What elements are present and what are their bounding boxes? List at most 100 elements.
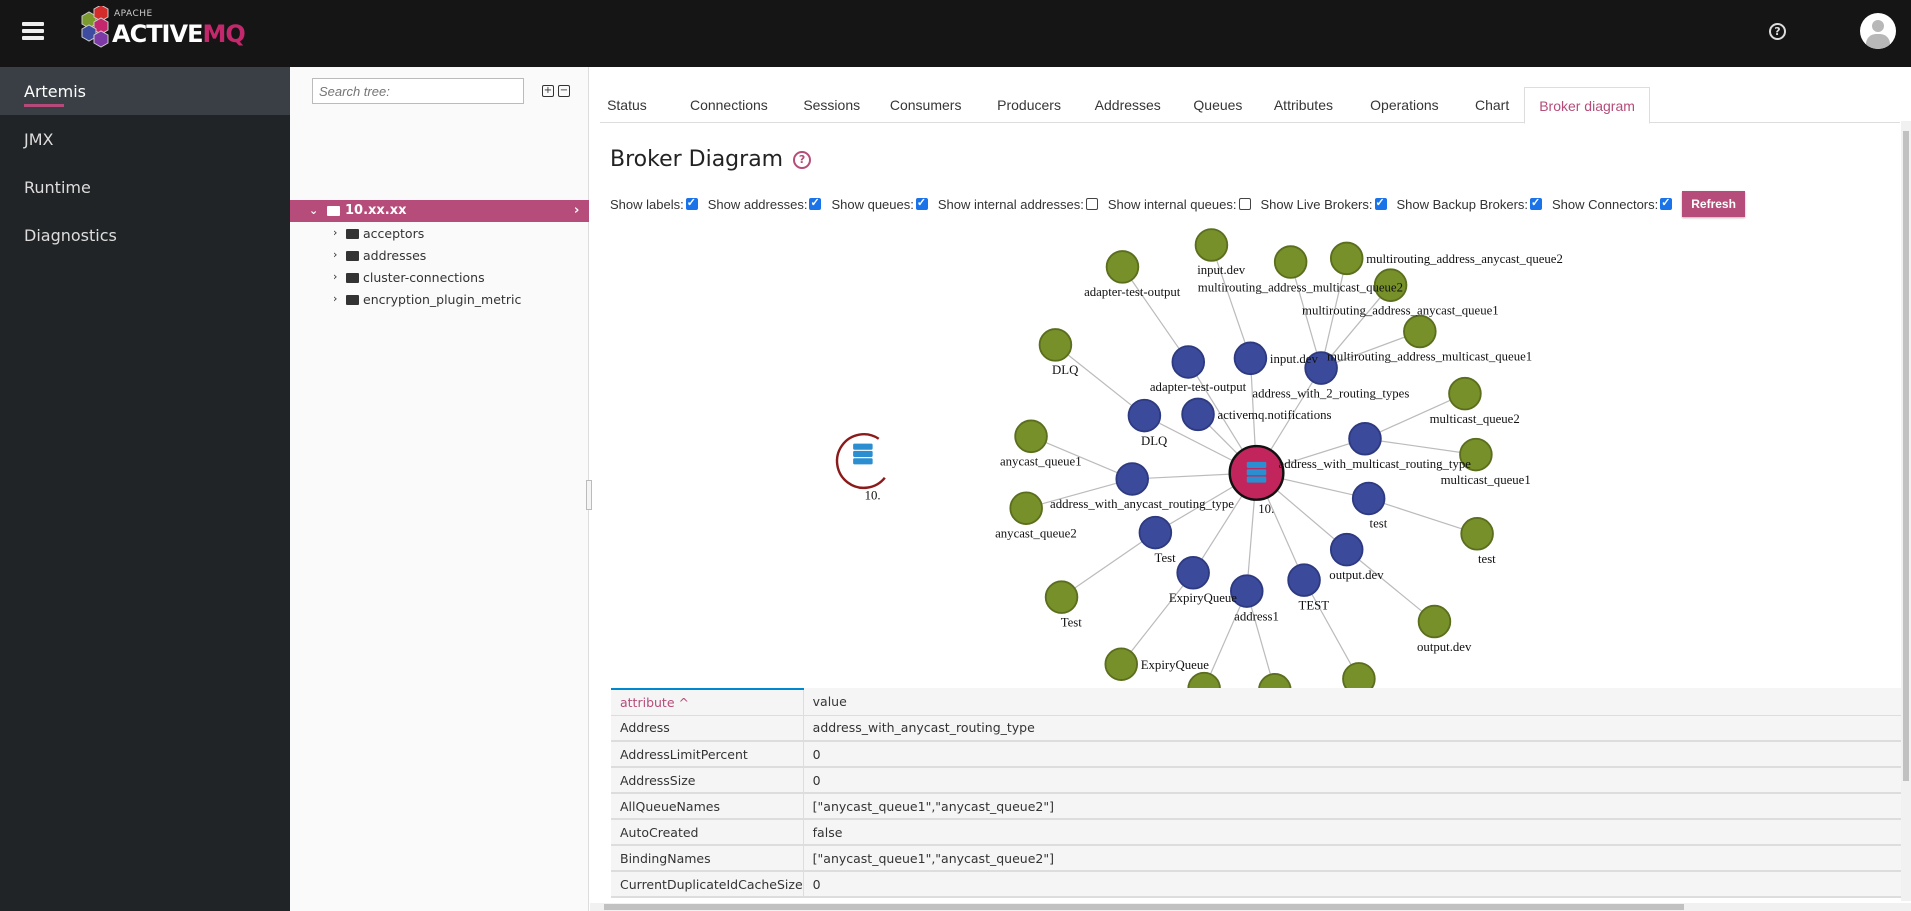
tree-node-root[interactable]: ⌄ 10.xx.xx › [290,200,589,222]
table-row[interactable]: BindingNames ["anycast_queue1","anycast_q… [611,845,1901,872]
question-circle-icon[interactable]: ? [1769,23,1786,40]
checkbox[interactable] [1238,197,1251,210]
address-node[interactable] [1115,462,1149,496]
checkbox[interactable] [915,196,928,210]
queue-node[interactable] [1038,328,1073,362]
logo-small-text: APACHE [114,9,153,19]
address-node[interactable] [1176,556,1210,590]
broker-node[interactable] [835,433,886,490]
tab-queues[interactable]: Queues [1193,97,1243,113]
table-row[interactable]: Address address_with_anycast_routing_type [611,715,1901,742]
queue-node[interactable] [1459,437,1493,472]
sidebar-item-runtime[interactable]: Runtime [24,178,91,197]
queue-node[interactable] [1104,647,1139,681]
address-node[interactable] [1138,515,1173,550]
value-cell: 0 [803,871,1901,898]
tab-addresses[interactable]: Addresses [1094,97,1161,113]
checkbox[interactable] [809,196,822,210]
table-row[interactable]: AddressLimitPercent 0 [611,741,1901,768]
column-header-value[interactable]: value [803,689,1901,716]
table-row[interactable]: AllQueueNames ["anycast_queue1","anycast_… [611,793,1901,820]
chevron-right-icon[interactable]: › [333,248,338,261]
folder-icon [346,251,359,261]
address-node[interactable] [1304,351,1338,385]
queue-node[interactable] [1329,241,1364,276]
activemq-logo: APACHE ACTIVEMQ [72,6,252,58]
queue-node[interactable] [1448,376,1482,411]
table-row[interactable]: CurrentDuplicateIdCacheSize 0 [611,871,1901,898]
queue-node[interactable] [1417,604,1452,639]
chevron-right-icon[interactable]: › [333,292,338,305]
chevron-right-icon[interactable]: › [333,226,338,239]
address-node[interactable] [1351,481,1386,516]
tab-status[interactable]: Status [607,97,647,113]
node-label: test [1370,517,1388,531]
tab-bar: Status Connections Sessions Consumers Produc… [600,87,1900,124]
tab-broker-diagram[interactable]: Broker diagram [1524,87,1650,124]
queue-node[interactable] [1014,419,1048,454]
tree-node-addresses[interactable]: › addresses [290,245,589,267]
address-node[interactable] [1127,398,1162,433]
tab-sessions[interactable]: Sessions [803,97,861,113]
address-node[interactable] [1233,341,1268,376]
sidebar-item-diagnostics[interactable]: Diagnostics [24,226,117,245]
table-row[interactable]: AutoCreated false [611,819,1901,846]
edge [1121,266,1189,363]
address-node[interactable] [1329,532,1364,567]
address-node[interactable] [1230,574,1264,608]
checkbox[interactable] [1085,197,1098,210]
node-label: 10. [865,489,881,503]
tab-operations[interactable]: Operations [1370,97,1439,113]
checkbox[interactable] [1660,196,1673,210]
panel-resize-handle[interactable] [586,480,592,510]
sidebar-item-jmx[interactable]: JMX [24,130,54,149]
diagram-options: Show labels: Show addresses: Show queues: S… [610,191,1745,217]
tree-node-cluster-connections[interactable]: › cluster-connections [290,267,589,289]
chevron-right-icon[interactable]: › [574,203,580,218]
column-header-attribute[interactable]: attribute ^ [611,688,804,716]
chevron-down-icon[interactable]: ⌄ [309,204,319,217]
option-label: Show internal addresses: [937,196,1084,212]
tree-node-label: acceptors [363,226,425,241]
node-label: Test [1155,551,1177,565]
sidebar-item-artemis[interactable]: Artemis [0,67,290,115]
address-node[interactable] [1348,421,1382,456]
tree-node-acceptors[interactable]: › acceptors [290,223,589,245]
tab-connections[interactable]: Connections [689,97,768,113]
hamburger-menu-icon[interactable] [22,22,44,40]
tab-consumers[interactable]: Consumers [889,97,962,113]
table-row[interactable]: AddressSize 0 [611,767,1901,794]
chevron-right-icon[interactable]: › [333,270,338,283]
checkbox[interactable] [685,196,698,210]
queue-node[interactable] [1009,491,1043,525]
checkbox[interactable] [1374,196,1387,210]
address-node[interactable] [1287,563,1321,597]
tab-producers[interactable]: Producers [997,97,1061,113]
tab-chart[interactable]: Chart [1474,97,1510,113]
queue-node[interactable] [1460,517,1494,551]
tree-node-encryption-plugin-metric[interactable]: › encryption_plugin_metric [290,289,589,311]
queue-node[interactable] [1373,268,1408,302]
queue-node[interactable] [1105,250,1140,284]
queue-node[interactable] [1258,673,1292,706]
option-show-backup-brokers: Show Backup Brokers: [1397,196,1543,212]
queue-node[interactable] [1403,314,1437,349]
search-tree-input[interactable] [312,78,524,104]
queue-node[interactable] [1273,245,1308,279]
checkbox[interactable] [1530,196,1543,210]
edge [1303,579,1360,680]
tab-attributes[interactable]: Attributes [1273,97,1333,113]
refresh-button[interactable]: Refresh [1682,191,1745,217]
address-node[interactable] [1171,345,1206,379]
queue-node[interactable] [1342,662,1376,695]
node-label: output.dev [1329,568,1384,582]
horizontal-scrollbar[interactable] [590,903,1911,911]
collapse-all-icon[interactable]: − [558,85,570,97]
queue-node[interactable] [1044,580,1079,614]
expand-all-icon[interactable]: + [542,85,554,97]
address-node[interactable] [1181,397,1215,432]
question-circle-icon[interactable]: ? [793,150,812,169]
user-avatar-icon[interactable] [1860,13,1896,49]
vertical-scrollbar[interactable] [1901,121,1911,901]
queue-node[interactable] [1194,228,1229,262]
